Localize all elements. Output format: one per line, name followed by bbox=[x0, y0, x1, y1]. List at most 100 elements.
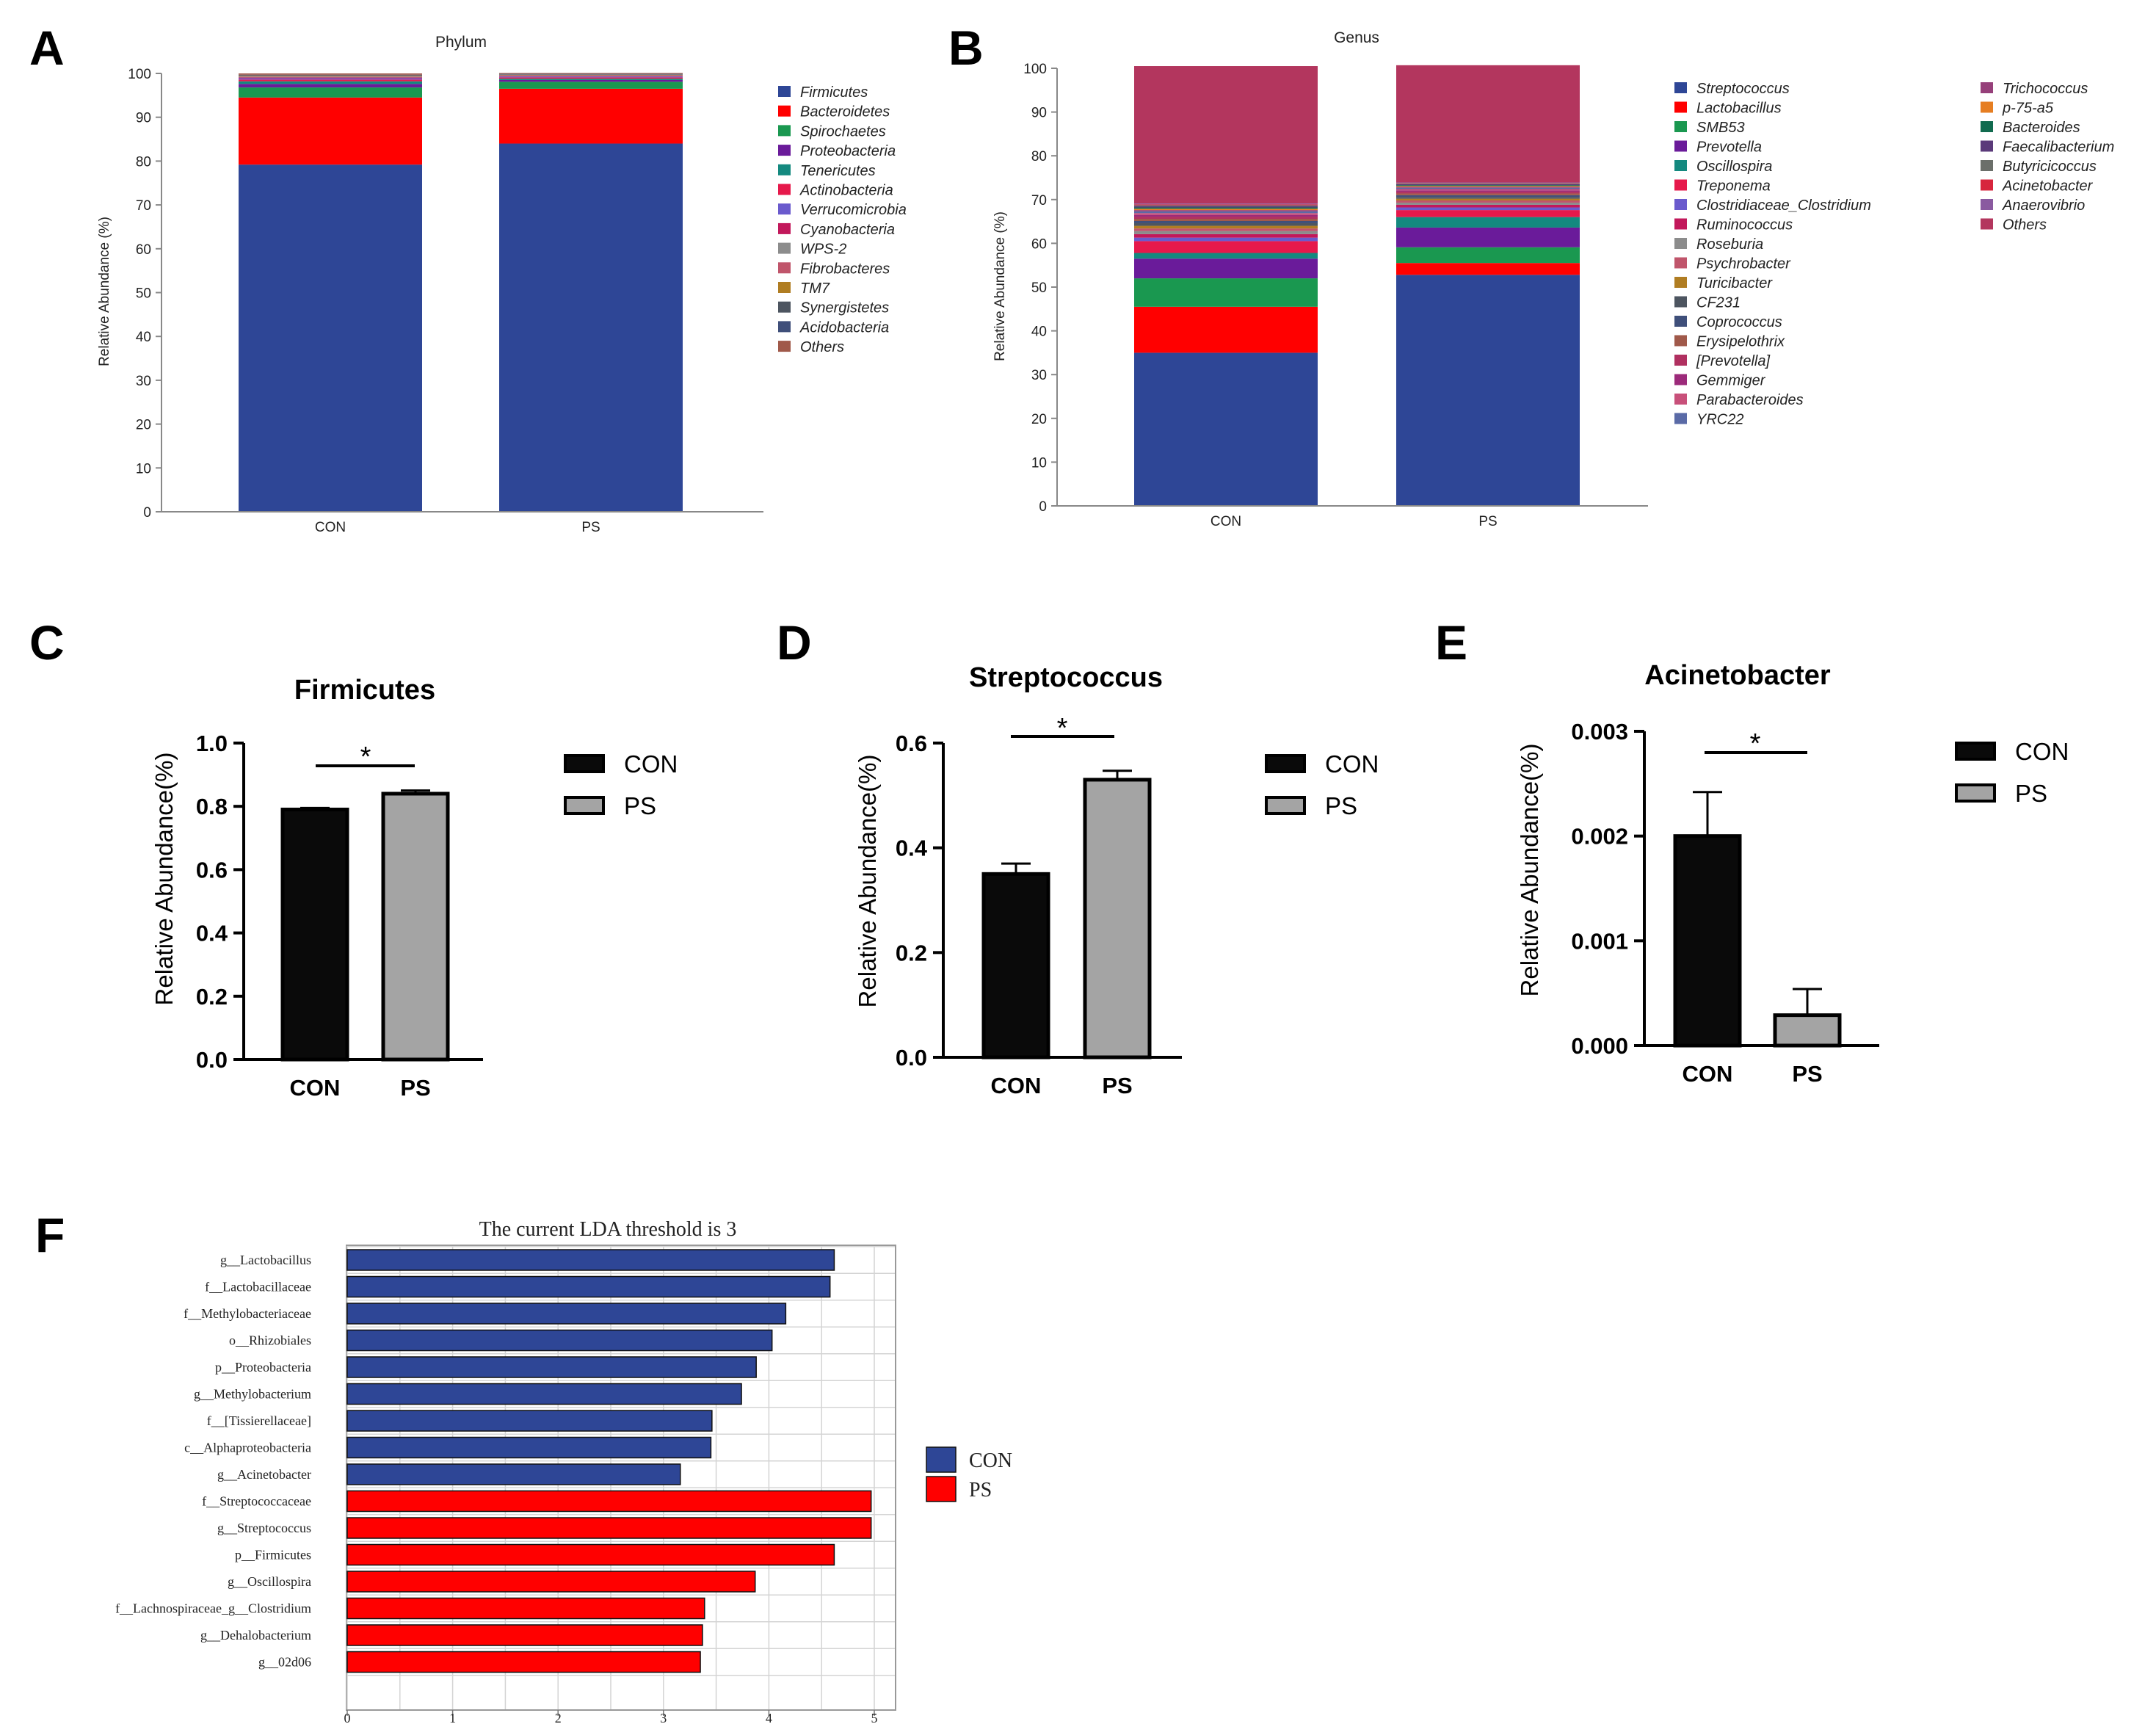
legend-swatch-ps bbox=[926, 1476, 957, 1502]
acinetobacter-bar-chart: Acinetobacter Relative Abundance(%) 0.00… bbox=[1516, 660, 2069, 1087]
x-tick-label: 0 bbox=[344, 1711, 351, 1724]
lda-bar-g-methylobacterium bbox=[346, 1383, 742, 1405]
bar-segment-acinetobacter-ps bbox=[1396, 183, 1580, 184]
lda-bar-c-alphaproteobacteria bbox=[346, 1436, 712, 1459]
chart-e-title: Acinetobacter bbox=[1644, 660, 1831, 691]
bar-segment-prevotella-con bbox=[1134, 258, 1318, 279]
legend-entry-firmicutes: Firmicutes bbox=[800, 84, 868, 101]
phylum-stacked-bar-chart: Phylum Relative Abundance (%) 0 10 20 30 40 5… bbox=[97, 34, 907, 535]
bar-segment-proteobacteria-ps bbox=[499, 79, 683, 82]
legend-entry-smb53: SMB53 bbox=[1696, 120, 1745, 136]
bar-segment-prevotella-ps bbox=[1396, 227, 1580, 247]
y-tick-label: 30 bbox=[136, 374, 151, 389]
y-tick-label: 0.0 bbox=[196, 1047, 228, 1073]
y-tick-label: 0.2 bbox=[196, 984, 228, 1010]
legend-swatch-con bbox=[564, 754, 605, 773]
legend-entry-verrucomicrobia: Verrucomicrobia bbox=[800, 202, 907, 218]
legend-swatch-butyricicoccus bbox=[1981, 160, 1993, 171]
legend-swatch-cyanobacteria bbox=[778, 222, 791, 234]
legend-entry-bacteroidetes: Bacteroidetes bbox=[800, 104, 890, 120]
chart-d-x-categories: CON PS bbox=[991, 1073, 1133, 1098]
bar-segment-psychrobacter-ps bbox=[1396, 200, 1580, 203]
legend-entry-fibrobacteres: Fibrobacteres bbox=[800, 261, 890, 277]
legend-entry-oscillospira: Oscillospira bbox=[1696, 159, 1772, 175]
bar-segment-lactobacillus-ps bbox=[1396, 263, 1580, 275]
lda-bar-p-proteobacteria bbox=[346, 1356, 757, 1378]
bar-segment-gemmiger-ps bbox=[1396, 190, 1580, 192]
chart-b-legend: Streptococcus Lactobacillus SMB53 Prevotell… bbox=[1674, 81, 2114, 428]
bar-segment-acinetobacter-con bbox=[1134, 204, 1318, 206]
legend-entry-faecalibacterium: Faecalibacterium bbox=[2003, 140, 2114, 156]
legend-entry-anaerovibrio: Anaerovibrio bbox=[2002, 198, 2085, 214]
legend-entry-cyanobacteria: Cyanobacteria bbox=[800, 222, 895, 238]
legend-swatch-psychrobacter bbox=[1674, 257, 1687, 269]
bar-segment-gemmiger-con bbox=[1134, 214, 1318, 217]
legend-entry-coprococcus: Coprococcus bbox=[1696, 314, 1782, 330]
chart-e-y-ticks: 0.000 0.001 0.002 0.003 bbox=[1571, 719, 1644, 1059]
lda-category-label: p__Proteobacteria bbox=[215, 1360, 311, 1375]
bar-segment-fibrobacteres-ps bbox=[499, 75, 683, 76]
lda-category-label: f__[Tissierellaceae] bbox=[207, 1413, 311, 1428]
x-category-label: PS bbox=[1792, 1061, 1822, 1087]
y-tick-label: 0.003 bbox=[1571, 719, 1628, 745]
chart-e-x-categories: CON PS bbox=[1683, 1061, 1823, 1087]
legend-entry-actinobacteria: Actinobacteria bbox=[799, 183, 893, 199]
bar-segment-actinobacteria-con bbox=[239, 79, 422, 82]
legend-entry-ps: PS bbox=[624, 792, 656, 819]
chart-d-title: Streptococcus bbox=[969, 662, 1163, 693]
chart-b-title: Genus bbox=[1334, 29, 1379, 46]
legend-swatch-faecalibacterium bbox=[1981, 140, 1993, 152]
bar-segment-parabacteroides-ps bbox=[1396, 189, 1580, 191]
legend-entry-parabacteroides: Parabacteroides bbox=[1696, 392, 1804, 408]
bar-segment-anaerovibrio-ps bbox=[1396, 182, 1580, 184]
legend-entry-ps: PS bbox=[1325, 792, 1357, 819]
legend-entry-psychrobacter: Psychrobacter bbox=[1696, 256, 1791, 272]
bar-segment-erysipelothrix-con bbox=[1134, 219, 1318, 222]
lda-category-label: g__Lactobacillus bbox=[220, 1253, 311, 1267]
panel-letter-b: B bbox=[948, 21, 984, 75]
lda-bar-f-lactobacillaceae bbox=[346, 1275, 831, 1298]
legend-entry-bacteroides: Bacteroides bbox=[2003, 120, 2080, 136]
legend-entry-cf231: CF231 bbox=[1696, 295, 1741, 311]
legend-swatch-turicibacter bbox=[1674, 277, 1687, 288]
x-category-label: PS bbox=[400, 1075, 430, 1101]
legend-entry-tenericutes: Tenericutes bbox=[800, 163, 876, 179]
lda-bar-f-tissierellaceae bbox=[346, 1410, 713, 1432]
legend-swatch-ps bbox=[564, 796, 605, 815]
bar-segment-ruminococcus-con bbox=[1134, 233, 1318, 238]
bar-segment-cf231-con bbox=[1134, 222, 1318, 226]
chart-c-significance-mark: * bbox=[360, 742, 371, 772]
x-tick-label: 1 bbox=[449, 1711, 456, 1724]
bar-segment-oscillospira-ps bbox=[1396, 217, 1580, 228]
y-tick-label: 10 bbox=[1031, 455, 1047, 471]
lda-category-label: c__Alphaproteobacteria bbox=[184, 1441, 311, 1455]
lda-bar-f-methylobacteriaceae bbox=[346, 1303, 787, 1325]
bar-segment-roseburia-ps bbox=[1396, 202, 1580, 205]
legend-swatch-treponema bbox=[1674, 179, 1687, 191]
lda-bar-f-streptococcaceae bbox=[346, 1490, 872, 1513]
chart-e-bars bbox=[1673, 791, 1842, 1048]
chart-a-y-axis-label: Relative Abundance (%) bbox=[97, 217, 112, 366]
chart-e-legend: CON PS bbox=[1955, 738, 2069, 807]
bar-segment-verrucomicrobia-con bbox=[239, 78, 422, 80]
lda-bar-g-streptococcus bbox=[346, 1517, 872, 1539]
legend-swatch-anaerovibrio bbox=[1981, 199, 1993, 210]
bar-segment-yrc22-ps bbox=[1396, 187, 1580, 189]
bar-ps bbox=[381, 792, 450, 1062]
legend-swatch-coprococcus bbox=[1674, 316, 1687, 327]
bar-con bbox=[981, 872, 1050, 1060]
bar-segment-synergistetes-ps bbox=[499, 74, 683, 75]
y-tick-label: 100 bbox=[128, 67, 151, 82]
legend-swatch-verrucomicrobia bbox=[778, 203, 791, 215]
legend-swatch-con bbox=[1955, 742, 1996, 761]
chart-c-y-axis-label: Relative Abundance(%) bbox=[150, 753, 178, 1006]
lda-bar-o-rhizobiales bbox=[346, 1329, 773, 1352]
y-tick-label: 10 bbox=[136, 461, 151, 477]
bar-segment-bacteroidetes-ps bbox=[499, 88, 683, 144]
panel-letter-f: F bbox=[35, 1208, 65, 1262]
bar-segment-smb53-con bbox=[1134, 278, 1318, 307]
bar-segment-proteobacteria-con bbox=[239, 84, 422, 88]
bar-segment-erysipelothrix-ps bbox=[1396, 193, 1580, 195]
y-tick-label: 50 bbox=[136, 286, 151, 302]
y-tick-label: 0.4 bbox=[896, 836, 928, 861]
